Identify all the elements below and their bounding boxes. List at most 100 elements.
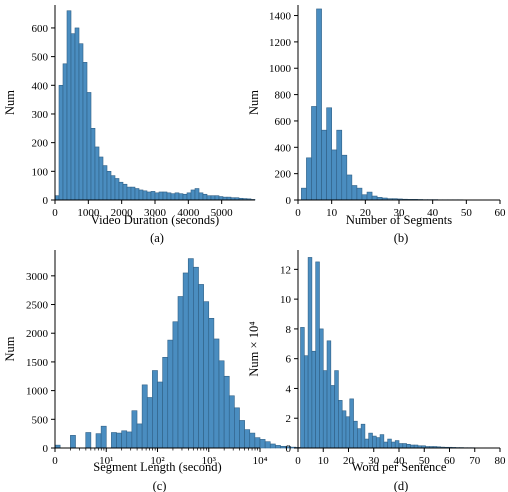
- histogram-bar: [102, 165, 108, 201]
- histogram-bar: [193, 266, 199, 449]
- y-tick-label: 6: [286, 354, 292, 366]
- y-tick-label: 500: [32, 414, 49, 426]
- histogram-bar: [114, 178, 120, 201]
- histogram-bar: [364, 438, 370, 449]
- histogram-bar: [126, 186, 132, 201]
- histogram-bar: [398, 443, 404, 449]
- x-tick-label: 50: [461, 207, 473, 219]
- histogram-bar: [166, 192, 172, 201]
- subfigure-caption: (b): [394, 231, 409, 245]
- y-axis-label: Num × 10⁴: [247, 321, 261, 376]
- histogram-bar: [118, 181, 124, 201]
- y-axis-label: Num: [3, 90, 17, 115]
- histogram-bar: [322, 370, 328, 449]
- y-tick-label: 8: [286, 324, 292, 336]
- histogram-bar: [154, 192, 160, 201]
- y-tick-label: 2500: [26, 300, 49, 312]
- histogram-bar: [95, 433, 102, 449]
- histogram-bar: [214, 195, 220, 201]
- histogram-bar: [152, 370, 158, 449]
- x-tick-label: 0: [52, 207, 58, 219]
- x-tick-label: 40: [427, 207, 439, 219]
- histogram-bar: [74, 27, 80, 201]
- x-tick-label: 30: [368, 455, 380, 467]
- histogram-bar: [387, 438, 392, 449]
- x-axis-label: Video Duration (seconds): [91, 213, 219, 227]
- y-tick-label: 200: [32, 138, 49, 150]
- histogram-bar: [259, 439, 266, 449]
- histogram-bar: [353, 420, 358, 449]
- histogram-bar: [210, 195, 216, 201]
- histogram-bar: [190, 189, 196, 201]
- histogram-bar: [223, 375, 230, 449]
- histogram-bar: [78, 43, 84, 201]
- histogram-bar: [372, 435, 377, 449]
- y-tick-label: 10: [280, 294, 292, 306]
- histogram-bar: [186, 192, 192, 201]
- x-tick-label: 30: [394, 207, 406, 219]
- histogram-bar: [383, 441, 388, 449]
- histogram-bar: [110, 175, 116, 201]
- histogram-bar: [94, 146, 100, 201]
- histogram-bar: [90, 128, 96, 201]
- x-tick-label: 10: [326, 207, 338, 219]
- histogram-bar: [82, 62, 88, 201]
- y-tick-label: 4: [286, 383, 292, 395]
- histogram-bar: [150, 191, 156, 201]
- chart-panel-c: 0 10¹ 10² 10³ 10⁴050010001500200025003000Seg…: [3, 250, 322, 492]
- histogram-bar: [126, 431, 133, 449]
- y-tick-label: 0: [43, 195, 49, 207]
- histogram-bar: [213, 338, 220, 449]
- histogram-bar: [182, 272, 189, 449]
- y-tick-label: 800: [275, 90, 292, 102]
- x-axis-label: Segment Length (second): [93, 460, 221, 474]
- x-tick-label: 20: [360, 207, 372, 219]
- histogram-bar: [162, 357, 169, 449]
- histogram-bar: [264, 441, 271, 449]
- histogram-bar: [275, 445, 281, 449]
- histogram-bar: [394, 440, 400, 449]
- x-tick-label: 0: [52, 455, 58, 467]
- histogram-bar: [158, 191, 164, 201]
- y-tick-label: 500: [32, 52, 49, 64]
- subfigure-caption: (a): [150, 231, 164, 245]
- histogram-bar: [202, 193, 208, 201]
- x-tick-label: 10²: [150, 455, 165, 467]
- histogram-bar: [361, 194, 368, 201]
- histogram-bar: [300, 327, 305, 449]
- x-tick-label: 70: [469, 455, 481, 467]
- histogram-bar: [334, 370, 339, 449]
- x-tick-label: 1000: [77, 207, 100, 219]
- histogram-bar: [346, 174, 353, 201]
- histogram-bar: [351, 185, 358, 201]
- histogram-bar: [304, 355, 309, 449]
- histogram-bar: [379, 434, 385, 449]
- histogram-bar: [360, 423, 366, 449]
- histogram-bar: [249, 432, 256, 449]
- y-tick-label: 200: [275, 169, 292, 181]
- histogram-bar: [141, 384, 148, 449]
- y-tick-label: 0: [286, 195, 292, 207]
- histogram-bar: [100, 425, 107, 449]
- histogram-bar: [178, 193, 184, 201]
- y-tick-label: 400: [275, 142, 292, 154]
- histogram-bar: [391, 441, 396, 449]
- histogram-bar: [146, 397, 153, 449]
- histogram-bar: [336, 129, 343, 201]
- histogram-bar: [244, 429, 251, 449]
- y-tick-label: 2: [286, 413, 292, 425]
- histogram-bar: [341, 410, 347, 449]
- histogram-bar: [269, 443, 276, 449]
- histogram-bar: [121, 430, 128, 449]
- x-tick-label: 0: [295, 455, 301, 467]
- y-tick-label: 300: [32, 109, 49, 121]
- histogram-bar: [218, 196, 224, 201]
- x-tick-label: 60: [444, 455, 456, 467]
- subfigure-caption: (d): [394, 479, 409, 492]
- subfigure-caption: (c): [153, 479, 167, 492]
- histogram-bar: [321, 129, 327, 201]
- histogram-bar: [311, 350, 316, 449]
- x-axis-label: Number of Segments: [346, 213, 452, 227]
- chart-panel-b: 0 10 20 30 40 50 600200400600800100012001400Nu…: [247, 5, 506, 245]
- histogram-bar: [307, 257, 313, 449]
